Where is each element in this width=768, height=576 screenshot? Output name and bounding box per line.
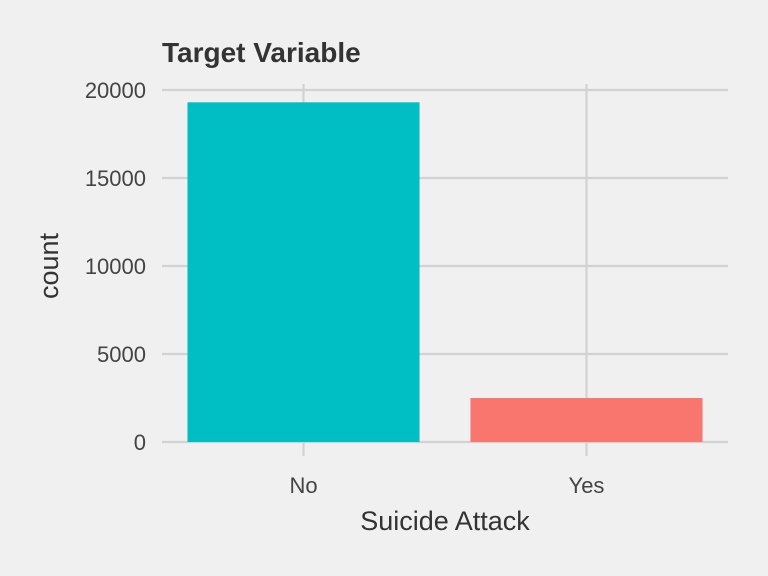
y-tick-label: 15000 — [85, 166, 146, 191]
y-tick-label: 20000 — [85, 78, 146, 103]
y-axis-title: count — [34, 232, 64, 299]
x-tick-label: Yes — [569, 473, 605, 498]
y-tick-label: 5000 — [97, 342, 146, 367]
bars — [187, 102, 703, 442]
bar-yes — [470, 398, 703, 442]
x-tick-label: No — [289, 473, 317, 498]
x-tick-labels: No Yes — [289, 473, 604, 498]
y-tick-label: 0 — [134, 430, 146, 455]
chart-title: Target Variable — [162, 37, 361, 68]
y-tick-labels: 0 5000 10000 15000 20000 — [85, 78, 146, 455]
x-axis-title: Suicide Attack — [360, 506, 530, 536]
y-tick-label: 10000 — [85, 254, 146, 279]
bar-no — [187, 102, 420, 442]
